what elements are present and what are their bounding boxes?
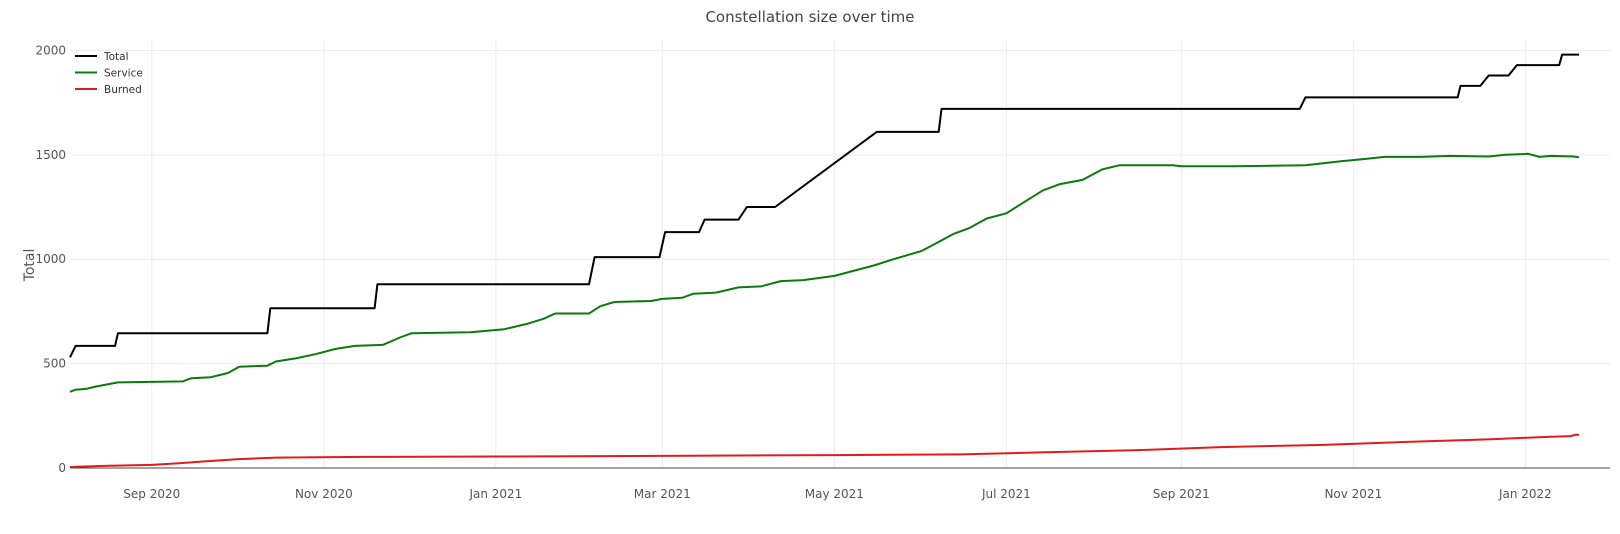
series-line-total	[69, 53, 1579, 358]
x-tick-label: Jan 2021	[468, 487, 522, 501]
series-line-service	[69, 152, 1580, 393]
y-tick-label: 0	[58, 461, 66, 475]
x-tick-label: Sep 2021	[1153, 487, 1210, 501]
x-tick-label: Jan 2022	[1498, 487, 1552, 501]
x-tick-label: Nov 2020	[295, 487, 353, 501]
y-tick-label: 500	[43, 357, 66, 371]
legend: Total Service Burned	[75, 51, 143, 96]
x-tick-label: Sep 2020	[123, 487, 180, 501]
y-tick-label: 2000	[35, 43, 66, 57]
y-tick-label: 1500	[35, 148, 66, 162]
x-tick-label: Jul 2021	[981, 487, 1031, 501]
x-tick-label: Nov 2021	[1324, 487, 1382, 501]
x-tick-label: Mar 2021	[634, 487, 691, 501]
legend-label-burned: Burned	[104, 84, 142, 96]
series-layer	[69, 53, 1580, 468]
x-tick-label: May 2021	[805, 487, 864, 501]
y-tick-label: 1000	[35, 252, 66, 266]
series-line-burned	[69, 433, 1580, 468]
y-axis-label: Total	[22, 249, 38, 283]
chart-title: Constellation size over time	[705, 8, 914, 26]
grid-layer: Sep 2020 Nov 2020 Jan 2021 Mar 2021 May 2021…	[35, 40, 1610, 501]
legend-label-service: Service	[104, 68, 143, 80]
legend-label-total: Total	[103, 51, 129, 63]
